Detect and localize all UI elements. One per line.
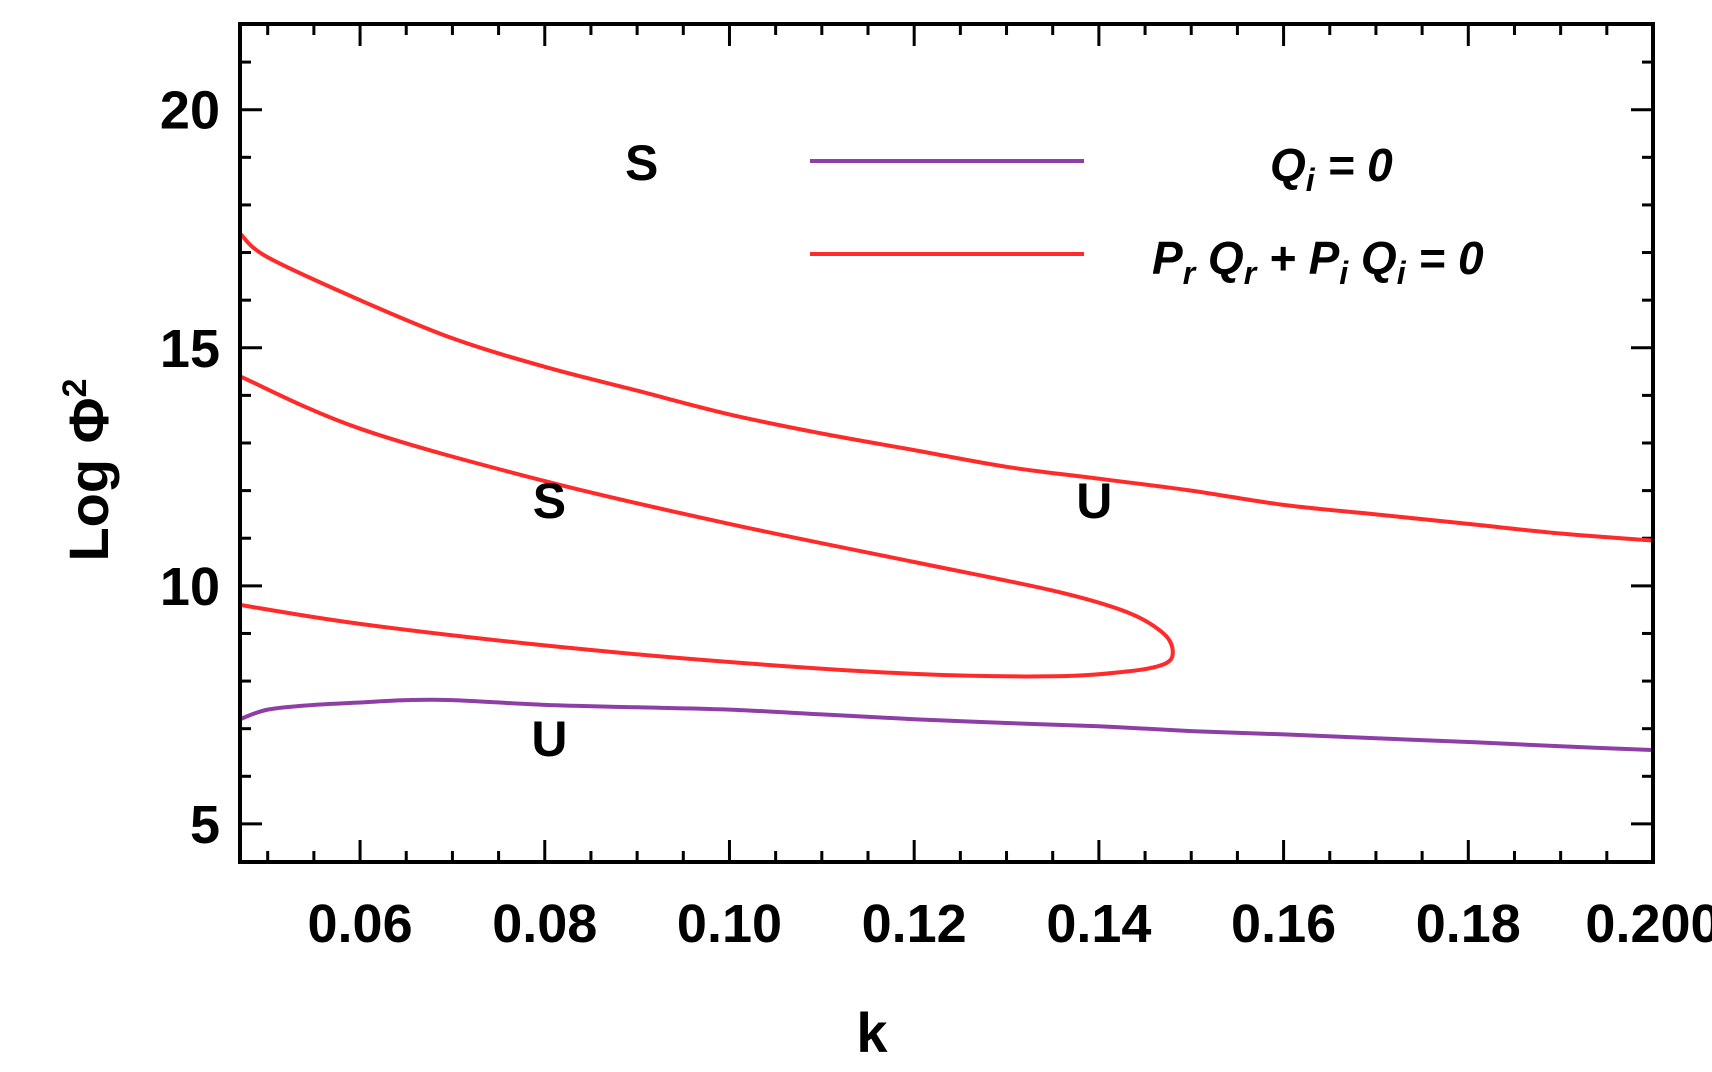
region-labels: S S U U bbox=[531, 135, 1112, 767]
x-tick-label: 0.08 bbox=[492, 894, 597, 954]
y-tick-label: 20 bbox=[160, 81, 220, 141]
x-tick-label: 0.16 bbox=[1231, 894, 1336, 954]
plot-frame bbox=[238, 22, 1655, 864]
x-tick-label: 0.10 bbox=[677, 894, 782, 954]
legend-label-qi: Qi = 0 bbox=[1270, 139, 1393, 198]
x-tick-label: 0.200 bbox=[1585, 894, 1712, 954]
x-tick-label: 0.18 bbox=[1416, 894, 1521, 954]
region-label: U bbox=[531, 711, 567, 767]
series-line-pq_upper bbox=[238, 231, 1654, 543]
x-tick-labels: 0.06 0.08 0.10 0.12 0.14 0.16 0.18 0.200 bbox=[308, 894, 1712, 954]
y-axis-title: Log Φ2 bbox=[56, 378, 120, 561]
ticks bbox=[240, 24, 1655, 862]
x-tick-label: 0.06 bbox=[308, 894, 413, 954]
y-tick-label: 5 bbox=[190, 795, 220, 855]
region-label: S bbox=[625, 135, 658, 191]
x-tick-label: 0.14 bbox=[1046, 894, 1151, 954]
legend-label-pq: Pr Qr + Pi Qi = 0 bbox=[1152, 232, 1484, 291]
series-layer bbox=[238, 231, 1654, 753]
series-line-qi bbox=[239, 697, 1654, 753]
x-axis-title: k bbox=[856, 1001, 888, 1064]
y-tick-label: 10 bbox=[160, 557, 220, 617]
legend: Qi = 0 Pr Qr + Pi Qi = 0 bbox=[810, 139, 1484, 291]
y-tick-labels: 5 10 15 20 bbox=[160, 81, 220, 855]
x-tick-label: 0.12 bbox=[862, 894, 967, 954]
region-label: S bbox=[533, 473, 566, 529]
region-label: U bbox=[1076, 473, 1112, 529]
series-line-pq_loop bbox=[239, 374, 1175, 679]
y-tick-label: 15 bbox=[160, 319, 220, 379]
